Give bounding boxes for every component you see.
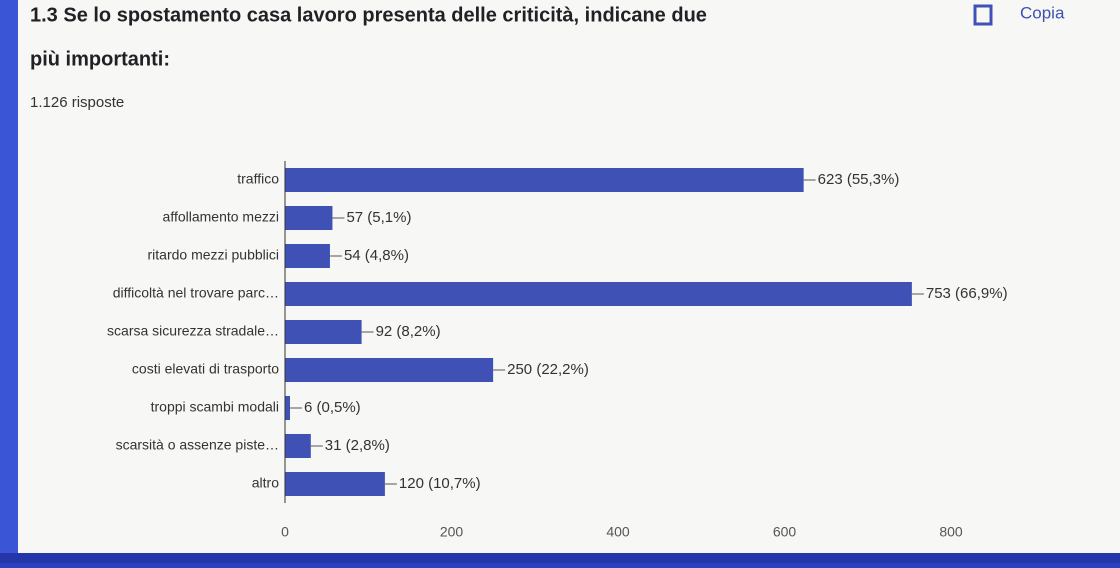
x-tick-label: 400 [606,524,630,540]
data-label: 623 (55,3%) [818,171,900,188]
bar [285,320,362,344]
y-tick-label: scarsità o assenze piste… [116,437,279,453]
data-label: 250 (22,2%) [507,361,589,378]
bar [285,358,494,382]
bar [285,282,912,306]
y-tick-label: difficoltà nel trovare parc… [113,285,279,301]
y-tick-label: scarsa sicurezza stradale… [107,323,279,339]
y-tick-label: costi elevati di trasporto [132,361,279,377]
data-label: 6 (0,5%) [304,399,361,416]
subtitle: 1.126 risposte [30,94,124,111]
bar [285,206,333,230]
bottom-border [0,553,1120,563]
copy-button[interactable]: Copia [973,3,1065,26]
x-tick-label: 800 [939,524,963,540]
y-tick-label: troppi scambi modali [151,399,279,415]
data-label: 92 (8,2%) [376,323,441,340]
bar [285,396,290,420]
data-label: 54 (4,8%) [344,247,409,264]
bar [285,244,330,268]
y-tick-label: altro [252,475,279,491]
chart-title-line2: più importanti: [30,48,170,70]
y-tick-label: traffico [237,171,279,187]
copy-icon [973,4,993,26]
x-tick-label: 600 [773,524,797,540]
copy-label[interactable]: Copia [1020,3,1065,22]
data-label: 57 (5,1%) [346,209,411,226]
x-tick-label: 200 [440,524,464,540]
data-label: 753 (66,9%) [926,285,1008,302]
data-label: 31 (2,8%) [325,437,390,454]
x-tick-label: 0 [281,524,289,540]
chart-title: 1.3 Se lo spostamento casa lavoro presen… [30,4,707,26]
card [18,0,1120,553]
data-label: 120 (10,7%) [399,475,481,492]
y-tick-label: affollamento mezzi [163,209,279,225]
y-tick-label: ritardo mezzi pubblici [148,247,280,263]
bar [285,434,311,458]
bar [285,168,804,192]
left-border [0,0,18,563]
bar [285,472,385,496]
